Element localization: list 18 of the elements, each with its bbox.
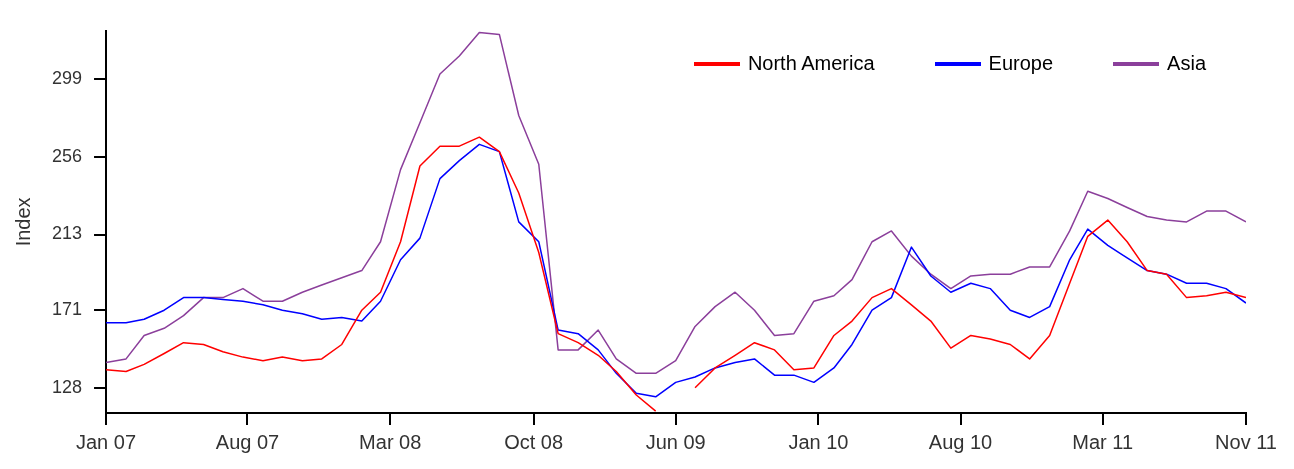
legend-label: North America: [747, 52, 875, 75]
x-tick-label: Jun 09: [645, 430, 706, 453]
x-tick-label: Mar 08: [359, 430, 422, 453]
x-tick-label: Aug 10: [928, 430, 993, 453]
x-tick-label: Mar 11: [1072, 430, 1133, 453]
y-tick-label: 171: [51, 299, 83, 320]
x-tick-label: Nov 11: [1215, 430, 1277, 453]
legend-label: Asia: [1167, 52, 1206, 75]
x-tick-label: Aug 07: [215, 430, 280, 453]
x-tick-label: Jan 10: [788, 430, 849, 453]
y-axis-title: Index: [11, 197, 34, 247]
x-tick-label: Oct 08: [504, 430, 564, 453]
legend-label: Europe: [988, 52, 1054, 75]
y-tick-label: 256: [51, 145, 83, 166]
y-tick-label: 128: [51, 376, 83, 397]
y-tick-label: 299: [51, 68, 83, 89]
y-tick-label: 213: [51, 223, 83, 244]
x-tick-label: Jan 07: [76, 430, 137, 453]
